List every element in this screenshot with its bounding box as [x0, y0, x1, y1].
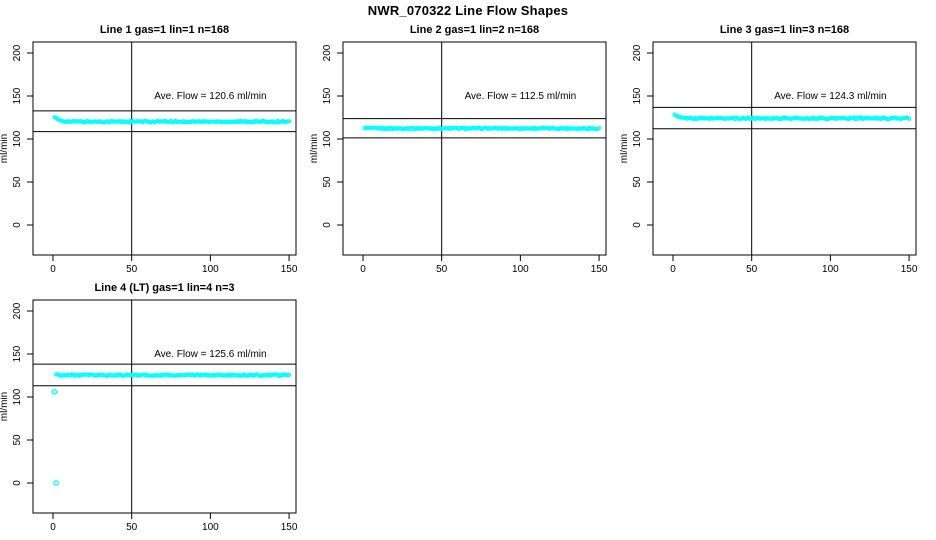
- x-tick-label: 150: [591, 264, 608, 275]
- data-point: [596, 125, 602, 131]
- subplot-line-4-title: Line 4 (LT) gas=1 lin=4 n=3: [94, 282, 235, 294]
- x-tick-label: 100: [202, 522, 219, 533]
- subplot-line-1-plot: 0 50 100 150 200 ml/min 0 50 100 150 Ave. Flow = 1…: [0, 41, 298, 275]
- subplot-line-3-plot: 0 50 100 150 200 ml/min 0 50 100 150 Ave. Flow = 1…: [620, 41, 918, 275]
- subplot-line-1-title: Line 1 gas=1 lin=1 n=168: [99, 24, 230, 36]
- y-tick-label: 200: [632, 44, 643, 61]
- y-tick-label: 0: [12, 480, 23, 486]
- outlier-point: [53, 480, 60, 486]
- y-tick-label: 0: [322, 222, 333, 228]
- x-tick-label: 150: [901, 264, 918, 275]
- plot-box: [32, 299, 297, 514]
- x-tick-label: 0: [670, 264, 676, 275]
- y-axis-label: ml/min: [310, 134, 320, 163]
- ave-flow-annotation: Ave. Flow = 120.6 ml/min: [154, 91, 266, 102]
- y-tick-label: 100: [12, 388, 23, 405]
- y-axis-label: ml/min: [620, 134, 630, 163]
- x-tick-label: 0: [50, 264, 56, 275]
- ave-flow-annotation: Ave. Flow = 112.5 ml/min: [465, 91, 577, 102]
- x-tick-label: 150: [281, 522, 298, 533]
- y-tick-label: 150: [12, 87, 23, 104]
- y-tick-label: 150: [322, 87, 333, 104]
- y-tick-label: 200: [12, 44, 23, 61]
- subplot-line-3: Line 3 gas=1 lin=3 n=168 0 50 100 150 200 ml/…: [620, 20, 932, 280]
- x-tick-label: 100: [512, 264, 529, 275]
- y-axis-label: ml/min: [0, 392, 10, 421]
- y-tick-label: 100: [632, 130, 643, 147]
- plot-box: [652, 41, 917, 256]
- x-tick-label: 50: [746, 264, 758, 275]
- data-point: [286, 119, 292, 124]
- subplot-line-2: Line 2 gas=1 lin=2 n=168 0 50 100 150 200 ml/…: [310, 20, 622, 280]
- y-tick-label: 50: [12, 176, 23, 188]
- x-tick-label: 0: [50, 522, 56, 533]
- subplot-line-2-plot: 0 50 100 150 200 ml/min 0 50 100 150 Ave. Flow = 1…: [310, 41, 608, 275]
- y-tick-label: 150: [632, 87, 643, 104]
- x-tick-label: 50: [126, 522, 138, 533]
- y-tick-label: 100: [322, 130, 333, 147]
- y-tick-label: 50: [322, 176, 333, 188]
- x-tick-label: 50: [436, 264, 448, 275]
- y-tick-label: 50: [12, 434, 23, 446]
- x-tick-label: 100: [202, 264, 219, 275]
- subplot-line-4-plot: 0 50 100 150 200 ml/min 0 50 100 150 Ave. Flow = 1…: [0, 299, 298, 533]
- main-title: NWR_070322 Line Flow Shapes: [367, 3, 569, 18]
- subplot-line-3-title: Line 3 gas=1 lin=3 n=168: [719, 24, 850, 36]
- x-tick-label: 50: [126, 264, 138, 275]
- subplot-line-4: Line 4 (LT) gas=1 lin=4 n=3 0 50 100 150 200…: [0, 278, 312, 538]
- data-point: [906, 116, 912, 121]
- data-point: [286, 372, 292, 378]
- y-axis-label: ml/min: [0, 134, 10, 163]
- y-tick-label: 150: [12, 345, 23, 362]
- y-tick-label: 0: [12, 222, 23, 228]
- y-tick-label: 200: [12, 302, 23, 319]
- ave-flow-annotation: Ave. Flow = 124.3 ml/min: [774, 91, 886, 102]
- plot-box: [32, 41, 297, 256]
- subplot-line-1: Line 1 gas=1 lin=1 n=168 0 50 100 150 200 ml/…: [0, 20, 312, 280]
- ave-flow-annotation: Ave. Flow = 125.6 ml/min: [154, 349, 266, 360]
- y-tick-label: 0: [632, 222, 643, 228]
- x-tick-label: 150: [281, 264, 298, 275]
- x-tick-label: 0: [360, 264, 366, 275]
- y-tick-label: 50: [632, 176, 643, 188]
- outlier-point: [51, 388, 58, 395]
- plot-box: [342, 41, 607, 256]
- y-tick-label: 100: [12, 130, 23, 147]
- subplot-line-2-title: Line 2 gas=1 lin=2 n=168: [409, 24, 540, 36]
- x-tick-label: 100: [822, 264, 839, 275]
- y-tick-label: 200: [322, 44, 333, 61]
